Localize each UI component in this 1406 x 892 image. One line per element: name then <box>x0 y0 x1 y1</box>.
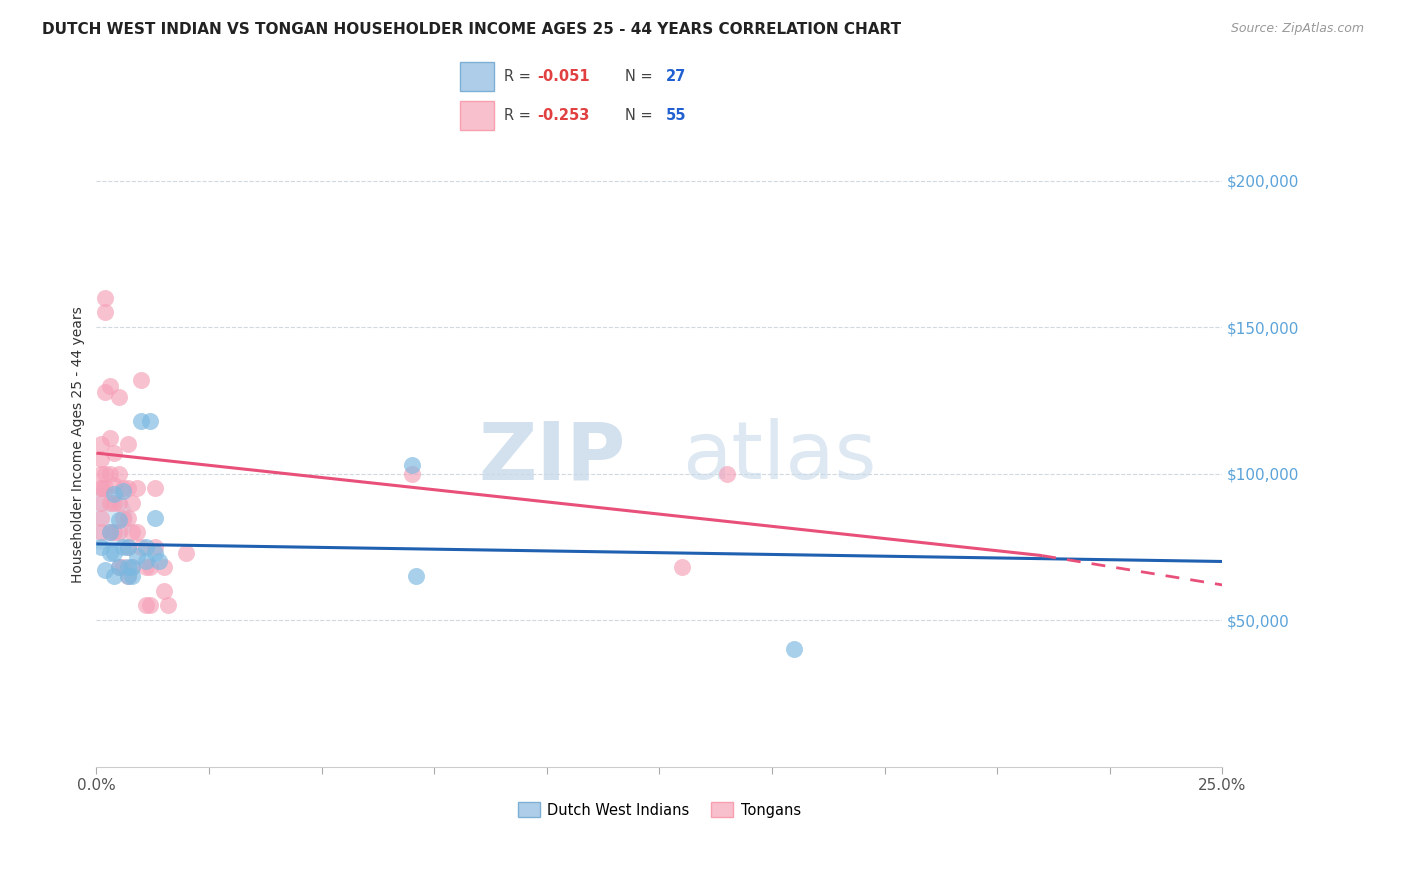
Point <box>125 481 148 495</box>
Point <box>108 560 131 574</box>
Text: N =: N = <box>626 108 658 123</box>
Point <box>103 496 125 510</box>
Point <box>103 525 125 540</box>
Point <box>108 513 131 527</box>
Point <box>94 481 117 495</box>
Point <box>94 291 117 305</box>
Point <box>94 305 117 319</box>
Text: -0.051: -0.051 <box>537 69 591 84</box>
Point <box>131 414 153 428</box>
Point <box>103 569 125 583</box>
Point <box>90 540 112 554</box>
Point <box>94 467 117 481</box>
Point <box>153 583 176 598</box>
Point <box>117 510 139 524</box>
Point <box>139 560 162 574</box>
Text: Source: ZipAtlas.com: Source: ZipAtlas.com <box>1230 22 1364 36</box>
Point <box>90 510 112 524</box>
Text: -0.253: -0.253 <box>537 108 591 123</box>
Point <box>176 546 198 560</box>
Point <box>103 446 125 460</box>
Point <box>121 569 143 583</box>
Point <box>98 496 121 510</box>
Point <box>671 560 693 574</box>
Point <box>103 546 125 560</box>
Text: atlas: atlas <box>682 418 876 496</box>
Point <box>90 481 112 495</box>
Point <box>139 599 162 613</box>
Point <box>131 540 153 554</box>
Point <box>90 481 112 495</box>
Text: R =: R = <box>503 69 536 84</box>
Point <box>94 384 117 399</box>
Point <box>148 554 170 568</box>
Point <box>125 525 148 540</box>
Point <box>90 510 112 524</box>
Point <box>98 546 121 560</box>
Text: N =: N = <box>626 69 658 84</box>
Point <box>135 560 157 574</box>
Point <box>108 560 131 574</box>
FancyBboxPatch shape <box>460 101 494 130</box>
Point <box>112 481 135 495</box>
Point <box>98 525 121 540</box>
Point <box>117 569 139 583</box>
Point <box>121 560 143 574</box>
Point <box>153 560 176 574</box>
Text: 55: 55 <box>666 108 686 123</box>
Point <box>401 458 423 472</box>
Point <box>121 560 143 574</box>
Text: DUTCH WEST INDIAN VS TONGAN HOUSEHOLDER INCOME AGES 25 - 44 YEARS CORRELATION CH: DUTCH WEST INDIAN VS TONGAN HOUSEHOLDER … <box>42 22 901 37</box>
Point <box>143 546 166 560</box>
Point <box>103 487 125 501</box>
Point <box>716 467 738 481</box>
Point <box>401 467 423 481</box>
Point <box>783 642 806 657</box>
Point <box>117 540 139 554</box>
Point <box>121 496 143 510</box>
Point <box>112 510 135 524</box>
Point <box>125 549 148 563</box>
Point <box>112 540 135 554</box>
Point <box>121 525 143 540</box>
Point <box>94 563 117 577</box>
Point <box>117 437 139 451</box>
Point <box>108 496 131 510</box>
Point <box>90 452 112 467</box>
Point <box>112 560 135 574</box>
Text: 27: 27 <box>666 69 686 84</box>
Point <box>139 414 162 428</box>
Point <box>90 496 112 510</box>
Y-axis label: Householder Income Ages 25 - 44 years: Householder Income Ages 25 - 44 years <box>72 306 86 582</box>
Point <box>117 560 139 574</box>
Point <box>143 540 166 554</box>
Point <box>98 525 121 540</box>
Point <box>135 554 157 568</box>
Point <box>103 478 125 492</box>
Point <box>117 540 139 554</box>
Point <box>405 569 427 583</box>
Point <box>131 373 153 387</box>
Point <box>98 378 121 392</box>
Text: R =: R = <box>503 108 536 123</box>
Point <box>90 467 112 481</box>
Point <box>98 432 121 446</box>
Point <box>112 484 135 499</box>
Point <box>135 540 157 554</box>
Text: ZIP: ZIP <box>478 418 626 496</box>
FancyBboxPatch shape <box>460 62 494 91</box>
Point <box>143 510 166 524</box>
Legend: Dutch West Indians, Tongans: Dutch West Indians, Tongans <box>512 797 807 823</box>
Point <box>90 437 112 451</box>
Point <box>98 467 121 481</box>
Point <box>117 569 139 583</box>
Point <box>157 599 180 613</box>
Point <box>90 525 112 540</box>
Point <box>143 481 166 495</box>
Point <box>117 481 139 495</box>
Point <box>108 525 131 540</box>
Point <box>108 467 131 481</box>
Point <box>108 391 131 405</box>
Point <box>135 599 157 613</box>
